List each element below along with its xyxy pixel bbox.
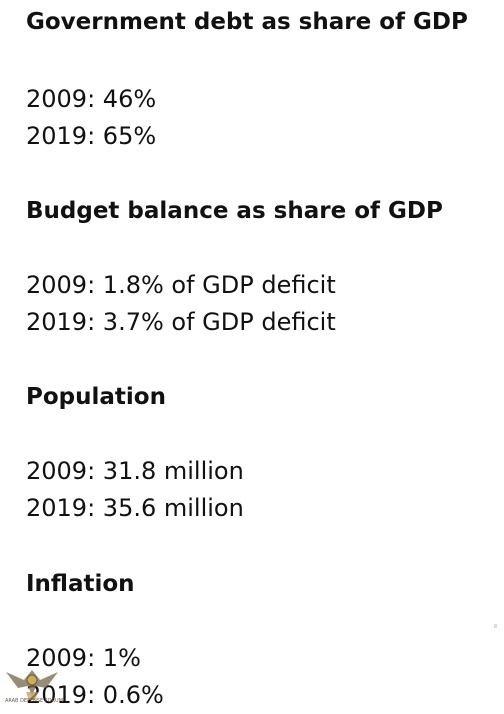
budget-balance-2019: 2019: 3.7% of GDP deficit bbox=[26, 308, 336, 336]
section-title-budget-balance: Budget balance as share of GDP bbox=[26, 198, 443, 224]
edge-mark bbox=[494, 624, 497, 628]
eagle-logo-icon bbox=[2, 658, 62, 710]
section-title-government-debt: Government debt as share of GDP bbox=[26, 9, 468, 35]
budget-balance-2009: 2009: 1.8% of GDP deficit bbox=[26, 271, 336, 299]
population-2019: 2019: 35.6 million bbox=[26, 494, 244, 522]
population-2009: 2009: 31.8 million bbox=[26, 457, 244, 485]
government-debt-2019: 2019: 65% bbox=[26, 122, 157, 150]
section-title-inflation: Inflation bbox=[26, 571, 135, 597]
inflation-2009: 2009: 1% bbox=[26, 644, 141, 672]
inflation-2019: 2019: 0.6% bbox=[26, 681, 164, 709]
watermark-caption: ARAB DEFENSE FORUM bbox=[4, 698, 64, 704]
government-debt-2009: 2009: 46% bbox=[26, 85, 157, 113]
section-title-population: Population bbox=[26, 384, 166, 410]
